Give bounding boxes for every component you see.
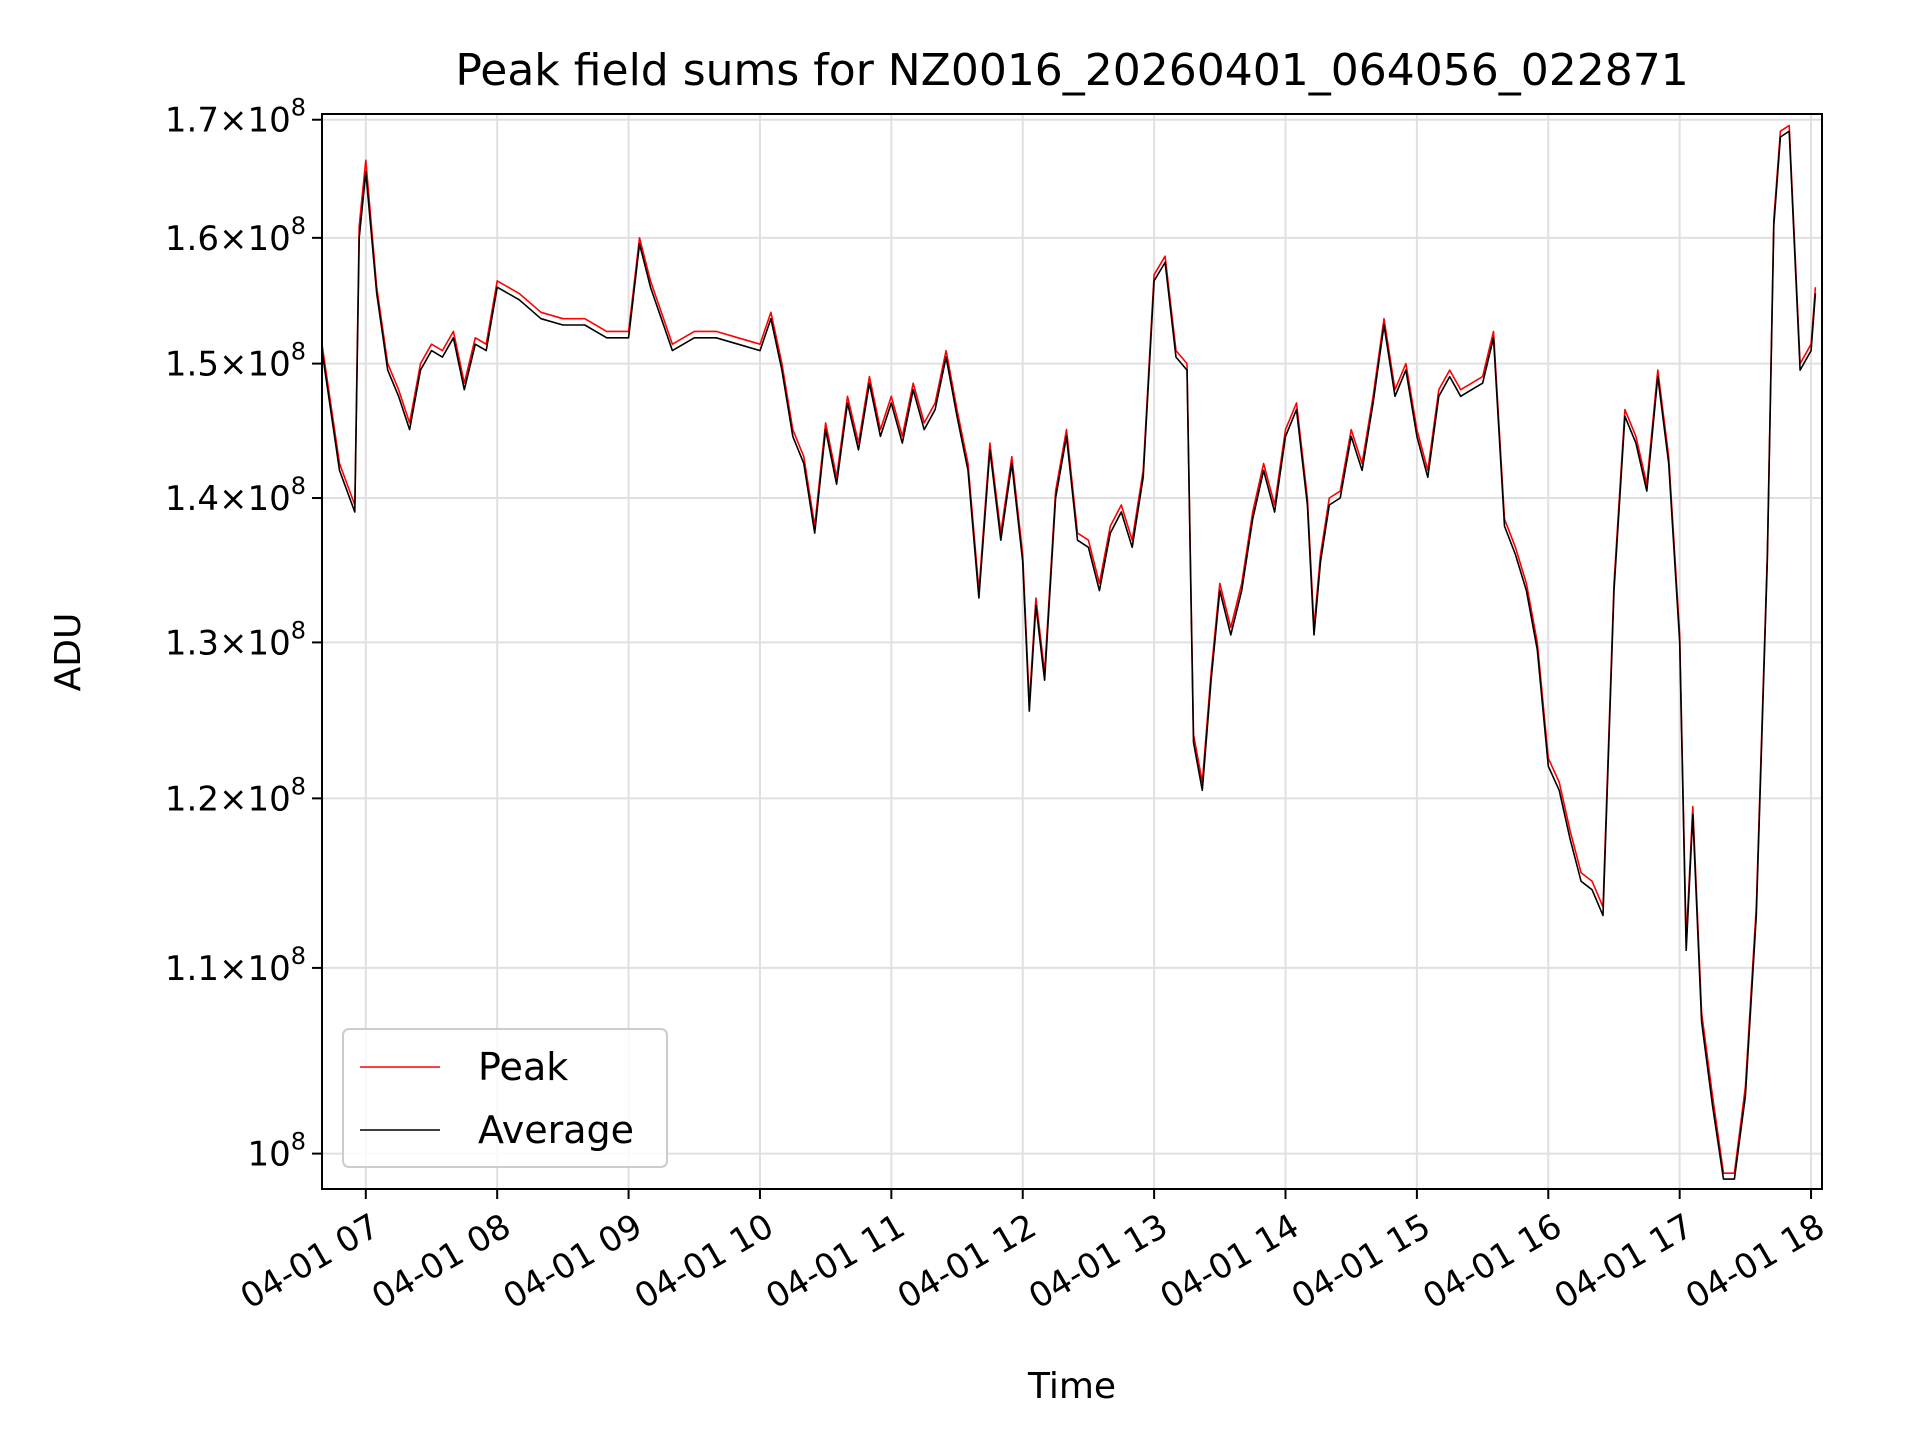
axes-frame (321, 113, 1823, 1190)
chart-title: Peak field sums for NZ0016_20260401_0640… (455, 45, 1688, 96)
grid (322, 114, 1822, 1189)
y-tick-label: 1.1×108 (165, 942, 306, 989)
y-tick-label: 1.7×108 (165, 94, 306, 141)
legend-peak-label: Peak (478, 1045, 568, 1089)
legend-average-label: Average (478, 1108, 634, 1152)
y-axis: 108 1.1×108 1.2×108 1.3×108 1.4×108 1.5×108 1.… (165, 94, 322, 1175)
legend: Peak Average (342, 1028, 668, 1168)
y-tick-label: 1.6×108 (165, 212, 306, 259)
series-average-line (321, 130, 1817, 1180)
y-tick-label: 108 (247, 1128, 306, 1175)
y-axis-label: ADU (48, 613, 89, 692)
plot-area (321, 124, 1817, 1180)
y-tick-label: 1.3×108 (165, 616, 306, 663)
y-tick-label: 1.5×108 (165, 338, 306, 385)
x-axis-label: Time (1027, 1366, 1116, 1407)
y-tick-label: 1.2×108 (165, 772, 306, 819)
legend-box (342, 1028, 668, 1168)
y-tick-label: 1.4×108 (165, 472, 306, 519)
